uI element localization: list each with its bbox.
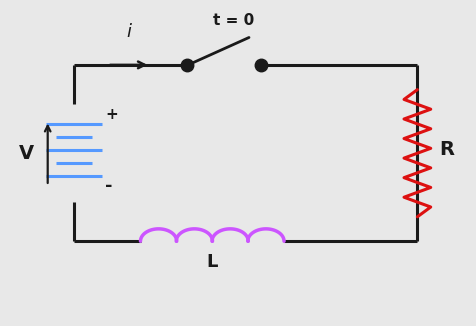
Text: i: i [126, 23, 131, 41]
Text: R: R [438, 141, 453, 159]
Text: -: - [105, 177, 112, 195]
Text: V: V [19, 144, 34, 163]
Text: L: L [206, 253, 218, 272]
Text: +: + [105, 107, 118, 122]
Text: t = 0: t = 0 [213, 13, 254, 28]
